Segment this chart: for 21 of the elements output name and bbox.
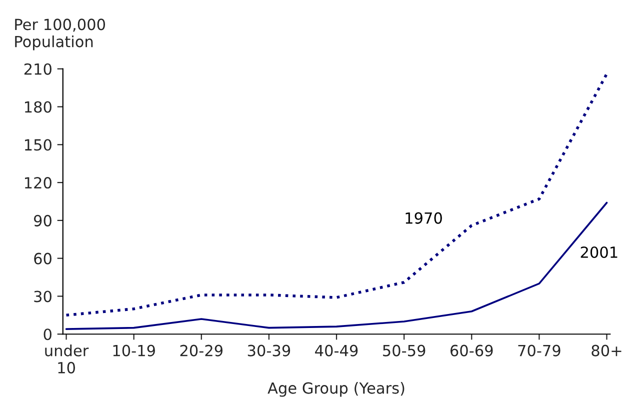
x-tick-label: 60-69 [450,344,493,356]
series-label: 1970 [406,212,442,224]
x-tick-label: 50-59 [383,344,426,356]
y-tick-label: 150 [25,139,52,151]
x-tick-label: 10-19 [113,344,155,356]
x-tick-label: under 10 [45,344,89,374]
x-tick-label: 70-79 [518,344,560,356]
y-tick-label: 30 [34,290,52,302]
y-tick-label: 0 [44,328,52,340]
y-tick-label: 210 [24,63,52,75]
y-axis-title: Per 100,000 Population [15,18,106,50]
y-tick-label: 90 [34,214,52,226]
x-tick-label: 80+ [592,344,622,356]
y-tick-label: 120 [25,177,52,189]
x-tick-label: 30-39 [248,344,290,356]
y-tick-label: 180 [25,101,52,113]
x-tick-label: 40-49 [315,344,358,356]
series-label: 2001 [580,246,618,258]
y-tick-label: 60 [34,252,52,264]
x-axis-title: Age Group (Years) [268,382,404,397]
x-tick-label: 20-29 [180,344,223,356]
